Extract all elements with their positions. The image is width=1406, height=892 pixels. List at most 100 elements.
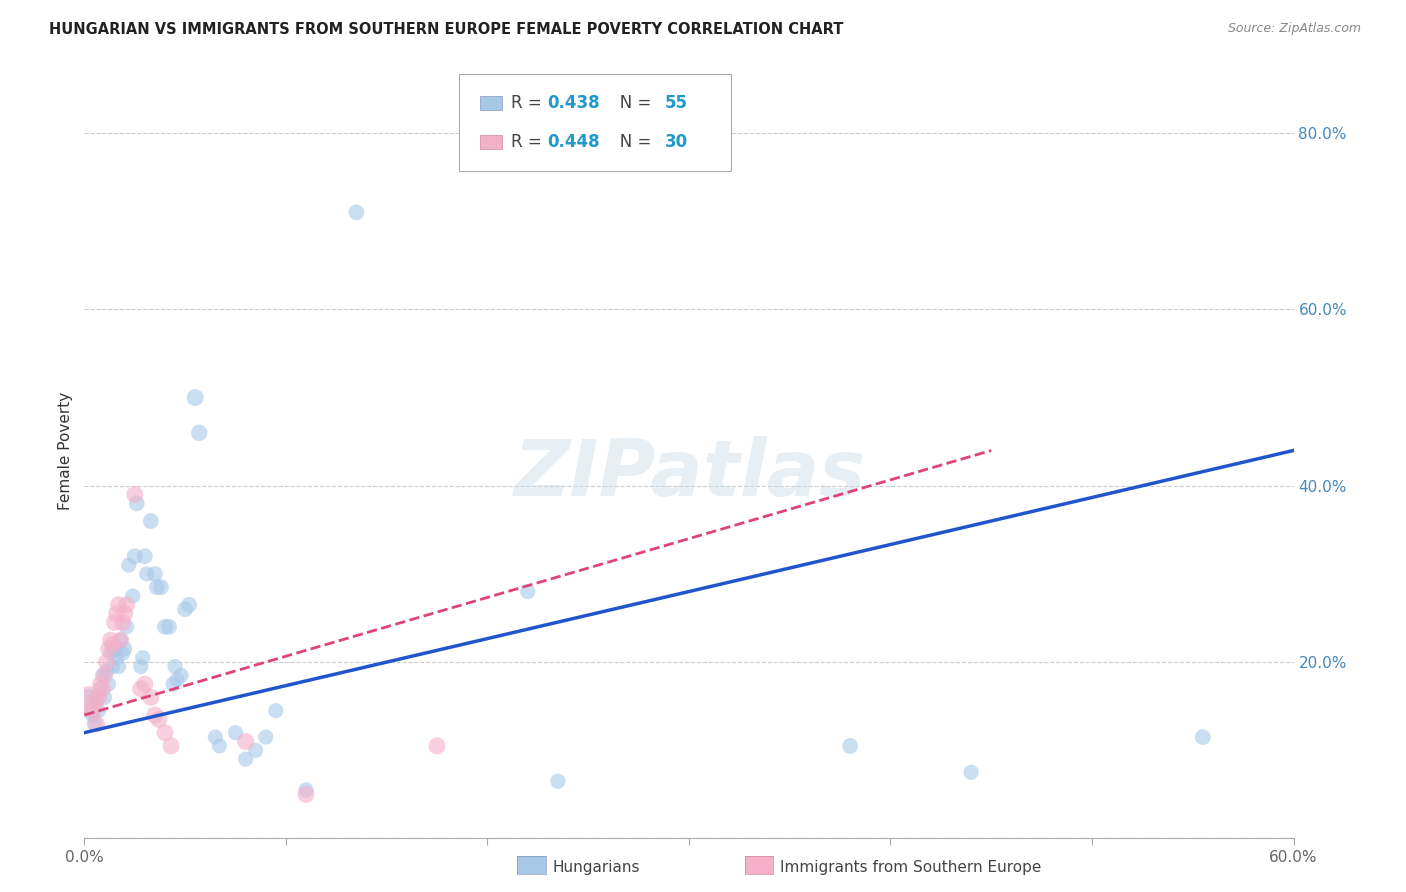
Point <box>129 659 152 673</box>
Text: R =: R = <box>512 94 547 112</box>
Point <box>170 668 193 682</box>
Point <box>115 598 138 612</box>
Point <box>82 708 104 723</box>
Point <box>179 598 201 612</box>
Point <box>124 549 146 564</box>
Point <box>165 659 187 673</box>
Point <box>139 514 162 528</box>
Point <box>114 607 136 621</box>
Point <box>107 598 129 612</box>
Point <box>87 704 110 718</box>
Point <box>107 659 129 673</box>
Point <box>153 725 176 739</box>
Point <box>110 633 132 648</box>
Point <box>346 205 368 219</box>
Point <box>295 783 318 797</box>
Text: 0.438: 0.438 <box>547 94 600 112</box>
Point <box>111 615 134 630</box>
Point <box>132 650 155 665</box>
Point <box>83 695 105 709</box>
Text: Hungarians: Hungarians <box>553 860 640 874</box>
Point <box>143 708 166 723</box>
Point <box>104 641 127 656</box>
FancyBboxPatch shape <box>479 136 502 149</box>
Point <box>162 677 184 691</box>
Text: 55: 55 <box>665 94 688 112</box>
Text: R =: R = <box>512 133 547 152</box>
Point <box>86 716 108 731</box>
Point <box>235 734 257 748</box>
Text: ZIPatlas: ZIPatlas <box>513 435 865 512</box>
Point <box>208 739 231 753</box>
Point <box>118 558 141 573</box>
Point <box>105 650 128 665</box>
Point <box>295 788 318 802</box>
Point <box>129 681 152 696</box>
Text: 0.448: 0.448 <box>547 133 600 152</box>
Point <box>105 607 128 621</box>
Point <box>160 739 183 753</box>
Point <box>1192 730 1215 744</box>
Point <box>245 743 267 757</box>
Point <box>146 580 169 594</box>
Point <box>93 690 115 705</box>
Point <box>104 615 127 630</box>
Point <box>91 681 114 696</box>
FancyBboxPatch shape <box>479 96 502 110</box>
Point <box>166 673 188 687</box>
Point <box>157 620 180 634</box>
Text: HUNGARIAN VS IMMIGRANTS FROM SOUTHERN EUROPE FEMALE POVERTY CORRELATION CHART: HUNGARIAN VS IMMIGRANTS FROM SOUTHERN EU… <box>49 22 844 37</box>
Point <box>124 487 146 501</box>
Point <box>101 659 124 673</box>
Point <box>97 641 120 656</box>
Point <box>149 580 172 594</box>
Point <box>153 620 176 634</box>
Point <box>134 677 156 691</box>
Point <box>839 739 862 753</box>
Point <box>135 566 157 581</box>
Point <box>121 589 143 603</box>
Text: 30: 30 <box>665 133 688 152</box>
Point <box>77 695 100 709</box>
Point <box>91 668 114 682</box>
Point <box>148 713 170 727</box>
Point <box>87 690 110 705</box>
Text: N =: N = <box>605 133 657 152</box>
Point <box>204 730 226 744</box>
Point <box>254 730 277 744</box>
Point <box>89 677 111 691</box>
Point <box>96 664 118 678</box>
Point <box>83 716 105 731</box>
Text: Source: ZipAtlas.com: Source: ZipAtlas.com <box>1227 22 1361 36</box>
Text: Immigrants from Southern Europe: Immigrants from Southern Europe <box>780 860 1042 874</box>
Point <box>188 425 211 440</box>
Point <box>97 677 120 691</box>
Y-axis label: Female Poverty: Female Poverty <box>58 392 73 509</box>
Text: N =: N = <box>605 94 657 112</box>
Point <box>125 496 148 510</box>
Point <box>100 633 122 648</box>
Point <box>114 641 136 656</box>
Point <box>225 725 247 739</box>
Point <box>93 668 115 682</box>
Point <box>115 620 138 634</box>
Point <box>110 633 132 648</box>
Point <box>82 704 104 718</box>
Point <box>264 704 287 718</box>
Point <box>143 566 166 581</box>
Point <box>139 690 162 705</box>
Point <box>174 602 197 616</box>
Point <box>89 681 111 696</box>
Point <box>547 774 569 789</box>
Point <box>516 584 538 599</box>
Point <box>86 690 108 705</box>
FancyBboxPatch shape <box>460 74 731 171</box>
Point <box>184 391 207 405</box>
Point <box>100 646 122 660</box>
Point <box>101 637 124 651</box>
Point <box>111 646 134 660</box>
Point <box>426 739 449 753</box>
Point <box>96 655 118 669</box>
Point <box>134 549 156 564</box>
Point <box>77 695 100 709</box>
